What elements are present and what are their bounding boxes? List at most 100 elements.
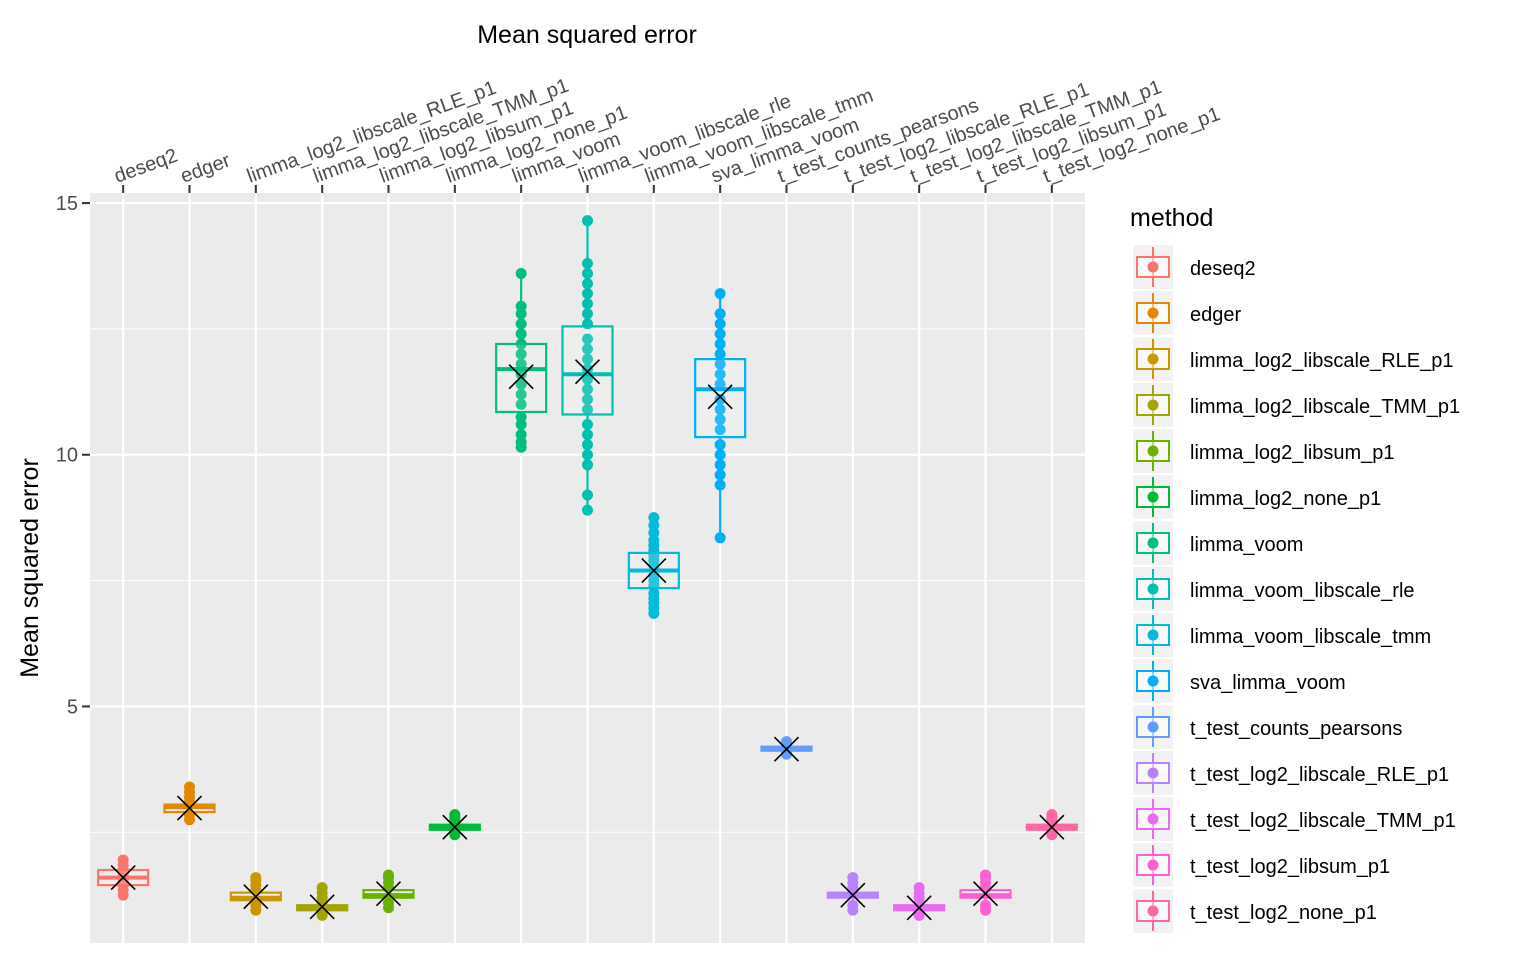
legend-item: t_test_log2_none_p1 [1133,889,1377,933]
data-point [515,388,527,400]
legend-label: sva_limma_voom [1190,672,1346,694]
data-point [980,869,991,881]
data-point [714,449,726,461]
data-point [582,403,593,415]
box-series-group [97,215,1078,921]
legend-item: limma_log2_libscale_RLE_p1 [1133,337,1454,381]
mean-marker [375,881,402,907]
data-point [582,353,593,365]
data-point [515,436,527,448]
mean-marker [773,736,800,762]
data-point [648,527,660,539]
data-point [582,429,593,441]
y-axis-title: Mean squared error [16,458,44,678]
legend-key-point [1147,767,1159,779]
data-point [184,781,195,793]
data-point [582,333,593,345]
data-point [913,882,925,894]
legend-key-point [1147,307,1159,319]
box-group [959,869,1012,916]
mean-marker [176,795,203,821]
data-point [582,449,593,461]
data-point [714,393,726,405]
mean-marker [840,882,866,908]
data-point [515,358,527,370]
chart-title: Mean squared error [477,21,697,49]
legend-key-point [1147,721,1159,733]
data-point [714,459,726,471]
legend-key-point [1147,491,1159,503]
data-point [582,268,593,280]
mean-marker [574,359,601,385]
legend-item: t_test_log2_libsum_p1 [1133,843,1390,887]
legend-label: limma_voom_libscale_rle [1190,580,1415,602]
data-point [582,343,593,355]
legend-item: limma_voom [1133,521,1303,565]
data-point [582,439,593,451]
legend-item: limma_voom_libscale_rle [1133,567,1415,611]
box-group [296,882,349,921]
legend-key-point [1147,859,1159,871]
mean-marker [243,884,269,910]
box-group [893,882,946,921]
x-tick-label: deseq2 [111,145,180,188]
data-point [515,348,527,360]
mean-marker [972,881,999,907]
data-point [250,872,262,884]
legend-key-point [1147,353,1159,365]
mean-marker [906,895,932,921]
data-point [515,429,527,441]
data-point [714,358,726,370]
legend-label: limma_log2_libsum_p1 [1190,442,1395,464]
legend: method deseq2 edger limma_log2_libscale_RL… [1130,204,1460,933]
legend-item: t_test_log2_libscale_RLE_p1 [1133,751,1449,795]
mean-marker [110,864,136,891]
data-point [714,328,726,340]
data-point [847,899,859,911]
box-group [627,512,680,619]
legend-label: limma_log2_libscale_TMM_p1 [1190,396,1460,418]
data-point [316,882,328,894]
data-point [250,899,262,911]
data-point [515,398,527,410]
box-group [97,854,150,901]
legend-label: limma_voom [1190,534,1303,556]
box-group [495,268,548,453]
data-point [714,288,726,300]
legend-item: t_test_log2_libscale_TMM_p1 [1133,797,1456,841]
legend-item: sva_limma_voom [1133,659,1346,703]
data-point [714,338,726,350]
data-point [714,532,726,544]
legend-item: deseq2 [1133,245,1256,289]
legend-item: limma_voom_libscale_tmm [1133,613,1431,657]
legend-label: t_test_log2_libsum_p1 [1190,856,1390,878]
legend-label: limma_voom_libscale_tmm [1190,626,1431,648]
data-point [515,318,527,330]
data-point [582,393,593,405]
legend-key-point [1147,905,1159,917]
legend-key-point [1147,537,1159,549]
legend-label: t_test_log2_none_p1 [1190,902,1377,924]
legend-item: limma_log2_libsum_p1 [1133,429,1395,473]
box [495,342,548,414]
data-point [582,257,593,269]
legend-key-point [1147,583,1159,595]
legend-key-point [1147,261,1159,273]
mean-marker [508,364,534,390]
data-point [714,469,726,481]
data-point [515,419,527,431]
box-group [362,869,415,914]
data-point [383,869,394,881]
box-group [561,215,614,516]
data-point [714,368,726,380]
data-point [714,424,726,436]
y-axis: 5 10 15 [56,193,90,718]
data-point [781,736,792,748]
data-point [515,268,527,280]
data-point [714,414,726,426]
mean-marker [707,384,733,410]
legend-key-point [1147,399,1159,411]
data-point [449,809,461,821]
box-group [760,736,813,762]
